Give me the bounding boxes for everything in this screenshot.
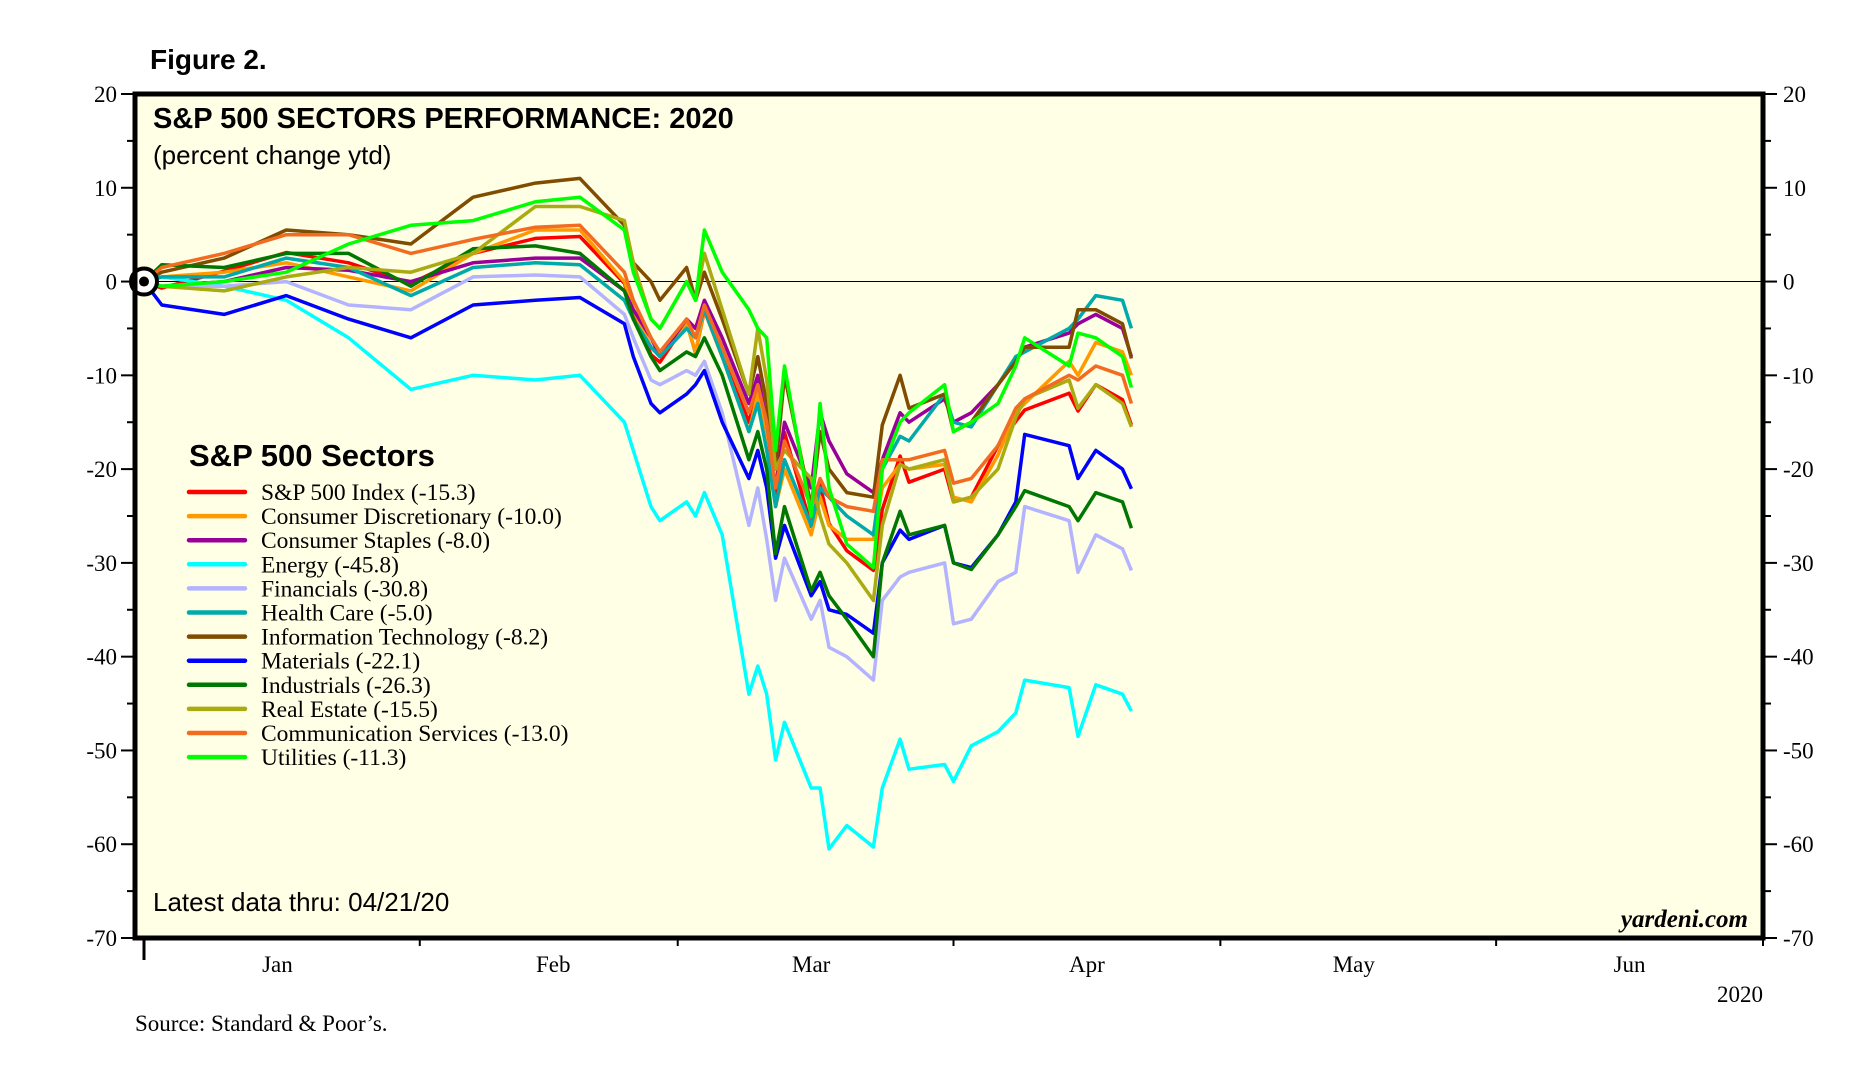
series-line-11	[143, 195, 1134, 570]
plot-area	[135, 94, 1763, 938]
y-tick-label-left: -70	[86, 926, 117, 951]
legend-item-label: Consumer Staples (-8.0)	[261, 528, 490, 554]
legend-item-label: Real Estate (-15.5)	[261, 697, 438, 723]
y-tick-label-right: 10	[1783, 176, 1806, 201]
legend-item-label: S&P 500 Index (-15.3)	[261, 480, 476, 506]
series-line-10	[142, 223, 1134, 514]
legend-item-label: Energy (-45.8)	[261, 552, 399, 578]
legend-item-label: Consumer Discretionary (-10.0)	[261, 504, 562, 530]
x-tick-label: Mar	[792, 952, 831, 977]
y-tick-label-right: -70	[1783, 926, 1814, 951]
y-tick-label-left: -60	[86, 832, 117, 857]
y-tick-label-left: -40	[86, 645, 117, 670]
y-tick-label-right: -60	[1783, 832, 1814, 857]
series-line-4	[143, 273, 1134, 682]
origin-dot	[139, 276, 149, 287]
y-tick-label-left: 10	[94, 176, 117, 201]
chart-title: S&P 500 SECTORS PERFORMANCE: 2020	[153, 103, 734, 135]
series-line-9	[143, 204, 1134, 603]
y-tick-label-right: -50	[1783, 738, 1814, 763]
legend-item-label: Utilities (-11.3)	[261, 745, 406, 771]
y-tick-label-right: 20	[1783, 82, 1806, 107]
x-tick-label: Jan	[262, 952, 293, 977]
y-tick-label-right: 0	[1783, 270, 1795, 295]
y-tick-label-right: -30	[1783, 551, 1814, 576]
y-tick-label-left: 0	[106, 270, 118, 295]
y-tick-label-right: -20	[1783, 457, 1814, 482]
legend-item-label: Industrials (-26.3)	[261, 673, 431, 699]
series-lines	[142, 176, 1134, 851]
x-tick-label: Feb	[536, 952, 571, 977]
legend-item-label: Communication Services (-13.0)	[261, 721, 568, 747]
y-tick-label-right: -40	[1783, 645, 1814, 670]
series-line-3	[143, 275, 1133, 851]
figure-label: Figure 2.	[150, 44, 267, 75]
latest-data-note: Latest data thru: 04/21/20	[153, 887, 449, 917]
series-line-8	[142, 244, 1134, 659]
watermark: yardeni.com	[1618, 906, 1748, 933]
y-tick-label-left: -30	[86, 551, 117, 576]
y-tick-label-right: -10	[1783, 363, 1814, 388]
y-tick-label-left: -20	[86, 457, 117, 482]
legend-item-label: Health Care (-5.0)	[261, 601, 433, 627]
chart-subtitle: (percent change ytd)	[153, 140, 391, 170]
x-tick-label: May	[1333, 952, 1376, 977]
legend-item-label: Financials (-30.8)	[261, 576, 428, 602]
year-label: 2020	[1717, 982, 1763, 1007]
y-tick-label-left: -10	[86, 363, 117, 388]
x-tick-label: Jun	[1614, 952, 1646, 977]
legend-title: S&P 500 Sectors	[189, 438, 435, 473]
y-tick-label-left: -50	[86, 738, 117, 763]
x-tick-label: Apr	[1069, 952, 1105, 977]
legend-item-label: Materials (-22.1)	[261, 649, 420, 675]
legend-item-label: Information Technology (-8.2)	[261, 625, 548, 651]
plot-frame	[132, 91, 1766, 941]
source-note: Source: Standard & Poor’s.	[135, 1011, 388, 1036]
y-tick-label-left: 20	[94, 82, 117, 107]
